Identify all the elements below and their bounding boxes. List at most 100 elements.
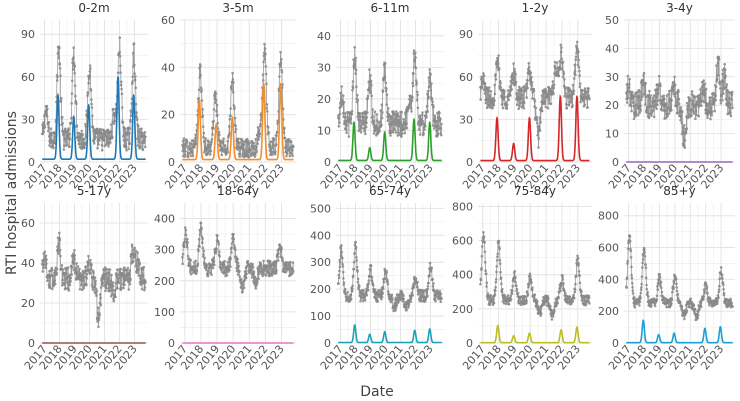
data-point [110,130,113,134]
data-point [693,307,697,311]
data-point [92,140,96,143]
data-point [717,296,720,299]
data-point [144,281,147,284]
data-point [355,265,359,269]
data-point [111,281,115,284]
data-point [653,99,657,103]
data-point [530,288,534,292]
data-point [650,114,653,117]
panel-title: 5-17y [77,184,111,198]
y-tick-label: 400 [598,273,619,286]
data-point [53,279,56,283]
data-point [53,269,57,272]
data-point [392,128,396,131]
data-point [482,231,485,234]
data-point [563,94,566,98]
panel-title: 65-74y [369,184,411,198]
data-point [429,89,433,92]
data-point [499,86,503,89]
data-point [657,87,660,91]
data-point [403,120,406,124]
data-point [130,245,134,248]
data-point [214,92,218,95]
data-point [141,274,145,277]
data-point [703,101,706,104]
data-point [652,109,655,112]
rsv-admissions-line [338,117,442,162]
data-point [522,298,525,301]
data-point [572,293,575,297]
data-point [258,132,262,136]
data-point [407,306,410,309]
data-point [98,293,102,296]
data-point [538,116,541,120]
data-point [708,99,712,102]
data-point [525,96,528,99]
data-point [559,289,562,293]
y-tick-label: 0 [324,156,331,169]
data-point [394,131,398,134]
data-point [680,132,684,136]
data-point [382,281,386,284]
data-point [387,118,390,121]
data-point [695,113,698,117]
data-point [643,93,646,96]
data-point [182,137,186,140]
data-point [361,119,364,122]
data-point [210,273,213,276]
data-point [349,117,353,120]
data-point [141,148,145,152]
data-point [668,97,672,101]
data-point [703,92,707,96]
data-point [483,92,487,95]
data-point [428,68,432,71]
data-point [361,123,365,126]
data-point [262,79,265,82]
data-point [119,267,122,271]
data-point [129,277,132,281]
data-point [688,99,692,102]
data-point [556,302,559,305]
data-point [194,259,197,263]
data-point [255,145,258,149]
data-point [545,90,548,93]
data-point [525,301,528,305]
data-point [586,89,590,93]
data-point [683,144,686,147]
data-point [346,290,350,294]
data-point [81,142,84,146]
data-point [718,82,722,86]
data-point [47,135,51,138]
data-point [222,263,226,267]
data-point [626,96,630,100]
data-point [673,83,677,87]
data-point [578,69,581,73]
data-point [236,258,239,261]
data-point [135,271,139,275]
data-point [638,300,642,304]
data-point [522,101,526,105]
data-point [493,92,497,96]
data-point [692,110,695,113]
data-point [214,101,217,104]
y-tick-label: 100 [154,306,175,319]
data-point [675,286,678,289]
rti-admissions-points [40,231,147,329]
data-point [56,52,60,55]
data-point [256,133,259,136]
data-point [72,46,75,49]
data-point [259,263,263,266]
data-point [251,265,255,269]
data-point [120,286,123,290]
data-point [68,132,71,136]
data-point [344,112,347,115]
data-point [356,98,360,102]
data-point [536,299,539,303]
data-point [710,110,714,113]
data-point [62,134,65,137]
data-point [645,106,649,109]
data-point [384,89,388,93]
data-point [254,284,258,288]
data-point [265,264,269,268]
data-point [394,298,397,302]
